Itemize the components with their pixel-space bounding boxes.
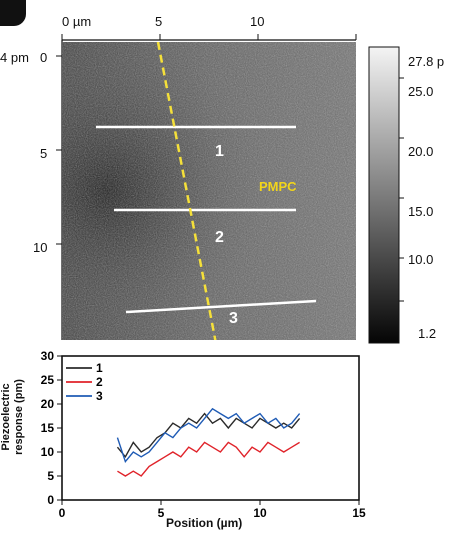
y-tick-label: 15 [41,421,55,435]
profile-line-3 [125,299,317,314]
panel-corner-badge [0,0,26,26]
map-y-tick: 0 [40,50,48,65]
legend-label-2: 2 [96,375,103,389]
x-tick-label: 10 [253,506,267,520]
map-y-tick: 5 [40,146,48,161]
colorbar-label: 20.0 [408,144,434,159]
afm-image [62,42,356,340]
map-y-axis-label: 4 pm [0,50,29,65]
plot-area [61,355,360,501]
colorbar [368,46,404,344]
legend-label-1: 1 [96,361,103,375]
y-tick-label: 25 [41,373,55,387]
map-x-axis-label: 0 µm [62,14,92,29]
chart-x-axis-label: Position (µm) [166,516,243,530]
boundary-dashed-line [156,42,217,340]
colorbar-max-label: 27.8 p [408,54,445,69]
colorbar-label: 25.0 [408,84,434,99]
profile-label-1: 1 [215,143,224,160]
y-tick-label: 10 [41,445,55,459]
series-line-1 [116,412,301,459]
legend-label-3: 3 [96,389,103,403]
y-tick-label: 30 [41,349,55,363]
y-tick-label: 20 [41,397,55,411]
x-tick-label: 15 [352,506,366,520]
chart-y-axis-label-line2: response (pm) [13,379,25,455]
x-tick-label: 0 [59,506,66,520]
map-x-tick: 10 [250,14,265,29]
chart-y-axis-label-line1: Piezoelectric [0,383,12,451]
map-y-tick: 10 [33,240,48,255]
x-tick-label: 5 [158,506,165,520]
colorbar-label: 15.0 [408,204,434,219]
chart-y-axis-label: Piezoelectric response (pm) [0,332,26,502]
profile-line-chart: 0 5 10 15 20 25 30 0 5 10 15 123 [41,349,366,520]
series-line-3 [116,407,301,464]
pmpc-annotation: PMPC [259,179,297,194]
colorbar-label: 10.0 [408,252,434,267]
map-x-tick: 5 [155,14,163,29]
y-tick-label: 0 [47,493,54,507]
colorbar-min-label: 1.2 [418,326,437,341]
y-tick-label: 5 [47,469,54,483]
profile-label-3: 3 [229,310,238,327]
series-line-2 [117,441,300,477]
profile-label-2: 2 [215,229,224,246]
